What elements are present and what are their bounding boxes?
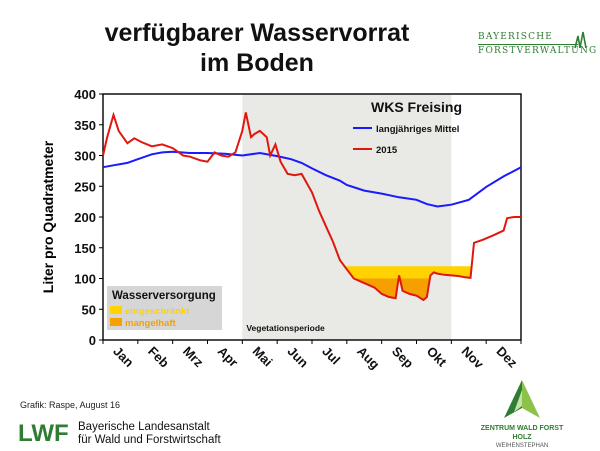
legend-label-mean: langjähriges Mittel: [376, 124, 459, 135]
x-tick-label: Jan: [110, 344, 136, 370]
legend-swatch-eingeschraenkt: [110, 306, 122, 314]
y-tick-label: 150: [74, 241, 96, 256]
x-tick-label: Sep: [389, 344, 417, 372]
institution-name: Bayerische Landesanstalt für Wald und Fo…: [78, 421, 221, 447]
y-tick-label: 400: [74, 87, 96, 102]
title-line-1: verfügbarer Wasservorrat: [104, 19, 410, 47]
legend-label-eingeschraenkt: eingeschränkt: [125, 306, 190, 317]
supply-legend-box: [107, 286, 222, 330]
series-legend: langjähriges Mittel 2015: [353, 124, 459, 156]
y-tick-label: 300: [74, 149, 96, 164]
chart-credit: Grafik: Raspe, August 16: [20, 400, 121, 410]
y-tick-label: 0: [89, 333, 96, 348]
x-tick-label: Okt: [424, 344, 450, 370]
institution-line-1: Bayerische Landesanstalt: [78, 421, 210, 433]
series-line-2015: [102, 111, 521, 302]
y-tick-label: 200: [74, 210, 96, 225]
brand-line-2: FORSTVERWALTUNG: [478, 44, 598, 56]
y-tick-label: 350: [74, 118, 96, 133]
x-tick-label: Mrz: [180, 344, 207, 371]
x-tick-label: Feb: [145, 344, 172, 371]
vegetation-period-band: [242, 94, 452, 340]
supply-legend-title: Wasserversorgung: [112, 290, 216, 302]
brand-tree-icon: [574, 31, 587, 49]
x-tick-label: Aug: [354, 344, 383, 373]
vegetation-period-label: Vegetationsperiode: [246, 323, 325, 333]
x-axis-ticks: Jan Feb Mrz Apr Mai Jun Jul Aug Sep Okt Nov Dez: [102, 340, 522, 373]
partner-line-1: ZENTRUM WALD FORST HOLZ: [480, 425, 564, 441]
x-tick-label: Apr: [215, 344, 241, 370]
x-tick-label: Jul: [319, 344, 343, 368]
partner-line-2: WEIHENSTEPHAN: [495, 443, 549, 449]
lwf-logo: LWF: [18, 420, 69, 444]
chart-title: verfügbarer Wasservorrat im Boden: [92, 18, 422, 78]
chart: 0 50 100 150 200 250 300 350 400 Jan Feb Mrz Apr Mai…: [40, 87, 522, 373]
x-tick-label: Dez: [493, 344, 520, 371]
y-tick-label: 50: [82, 302, 96, 317]
title-line-2: im Boden: [200, 49, 314, 77]
zentrum-wald-forst-holz-logo: [504, 380, 540, 418]
lwf-logo-text: LWF: [18, 420, 69, 444]
x-tick-label: Mai: [250, 344, 276, 370]
y-axis-ticks: 0 50 100 150 200 250 300 350 400: [74, 87, 103, 348]
legend-label-2015: 2015: [376, 145, 398, 156]
y-tick-label: 100: [74, 272, 96, 287]
supply-legend: Wasserversorgung eingeschränkt mangelhaf…: [107, 286, 222, 330]
partner-name: ZENTRUM WALD FORST HOLZ WEIHENSTEPHAN: [472, 424, 572, 451]
x-tick-label: Nov: [459, 344, 488, 373]
y-tick-label: 250: [74, 179, 96, 194]
x-tick-label: Jun: [284, 344, 311, 371]
institution-line-2: für Wald und Forstwirtschaft: [78, 434, 221, 446]
legend-label-mangelhaft: mangelhaft: [125, 318, 177, 329]
bayerische-forstverwaltung-logo: BAYERISCHE FORSTVERWALTUNG: [478, 32, 598, 57]
station-label: WKS Freising: [371, 99, 462, 115]
series-line-langjaehriges-mittel: [102, 150, 522, 208]
brand-line-1: BAYERISCHE: [478, 32, 554, 42]
water-shortage-area: [344, 266, 472, 300]
mangelhaft-area: [353, 278, 430, 300]
legend-swatch-mangelhaft: [110, 318, 122, 326]
y-axis-label: Liter pro Quadratmeter: [40, 140, 56, 293]
